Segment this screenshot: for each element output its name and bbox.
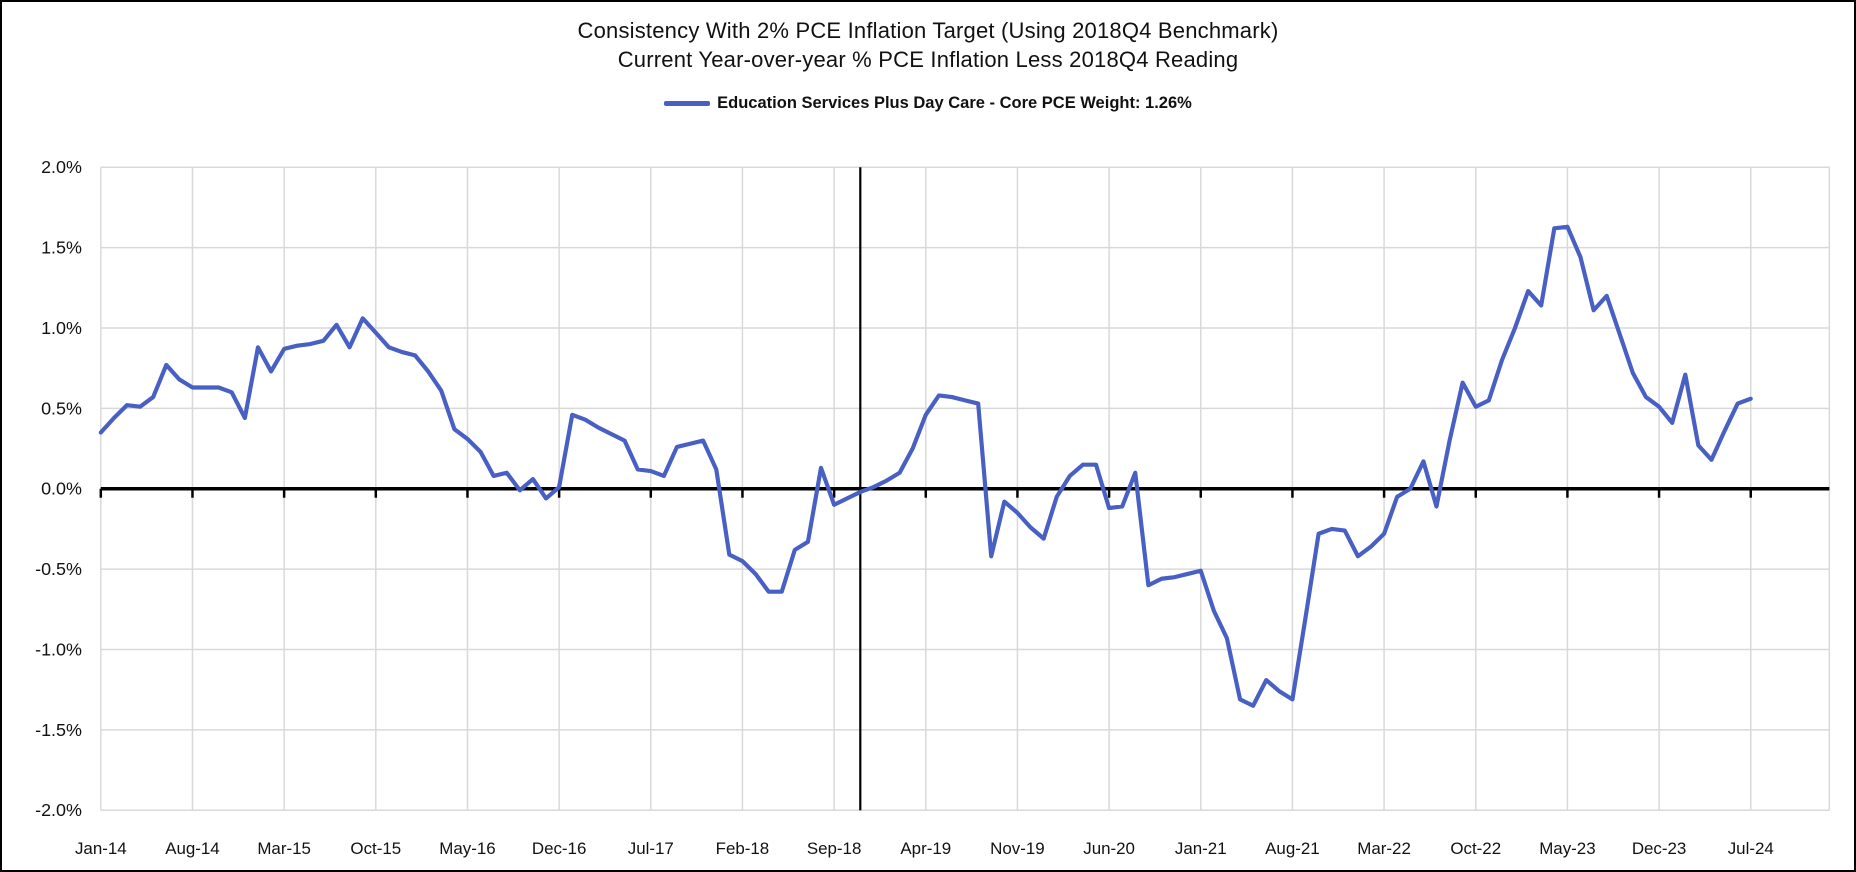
x-tick-label: Aug-14 bbox=[165, 839, 220, 858]
y-tick-label: -0.5% bbox=[35, 559, 82, 579]
x-tick-label: Mar-22 bbox=[1357, 839, 1411, 858]
legend-label: Education Services Plus Day Care - Core … bbox=[717, 94, 1192, 112]
x-tick-label: Dec-23 bbox=[1632, 839, 1686, 858]
y-tick-label: 2.0% bbox=[41, 157, 82, 177]
y-tick-label: 0.5% bbox=[41, 398, 82, 418]
x-tick-label: May-16 bbox=[439, 839, 495, 858]
x-tick-label: Sep-18 bbox=[807, 839, 862, 858]
legend-line-swatch bbox=[664, 101, 711, 106]
y-tick-label: -1.5% bbox=[35, 720, 82, 740]
x-tick-label: Oct-15 bbox=[350, 839, 401, 858]
y-tick-label: 1.0% bbox=[41, 318, 82, 338]
x-tick-label: Dec-16 bbox=[532, 839, 587, 858]
x-tick-label: May-23 bbox=[1539, 839, 1595, 858]
chart-subtitle: Current Year-over-year % PCE Inflation L… bbox=[617, 47, 1239, 72]
x-tick-label: Jan-21 bbox=[1175, 839, 1227, 858]
x-tick-label: Jan-14 bbox=[75, 839, 127, 858]
x-tick-label: Oct-22 bbox=[1450, 839, 1501, 858]
x-tick-label: Aug-21 bbox=[1265, 839, 1320, 858]
chart-header: Consistency With 2% PCE Inflation Target… bbox=[2, 16, 1854, 74]
x-tick-label: Mar-15 bbox=[257, 839, 311, 858]
x-tick-label: Apr-19 bbox=[900, 839, 951, 858]
series-line bbox=[98, 224, 1753, 708]
legend: Education Services Plus Day Care - Core … bbox=[2, 94, 1854, 113]
x-tick-label: Jun-20 bbox=[1083, 839, 1135, 858]
x-tick-label: Jul-17 bbox=[628, 839, 674, 858]
y-tick-label: 1.5% bbox=[41, 238, 82, 258]
y-tick-label: 0.0% bbox=[41, 479, 82, 499]
y-tick-label: -2.0% bbox=[35, 800, 82, 820]
x-tick-label: Feb-18 bbox=[716, 839, 770, 858]
chart-title: Consistency With 2% PCE Inflation Target… bbox=[577, 18, 1279, 43]
x-tick-label: Nov-19 bbox=[990, 839, 1044, 858]
x-tick-label: Jul-24 bbox=[1728, 839, 1774, 858]
y-tick-label: -1.0% bbox=[35, 639, 82, 659]
